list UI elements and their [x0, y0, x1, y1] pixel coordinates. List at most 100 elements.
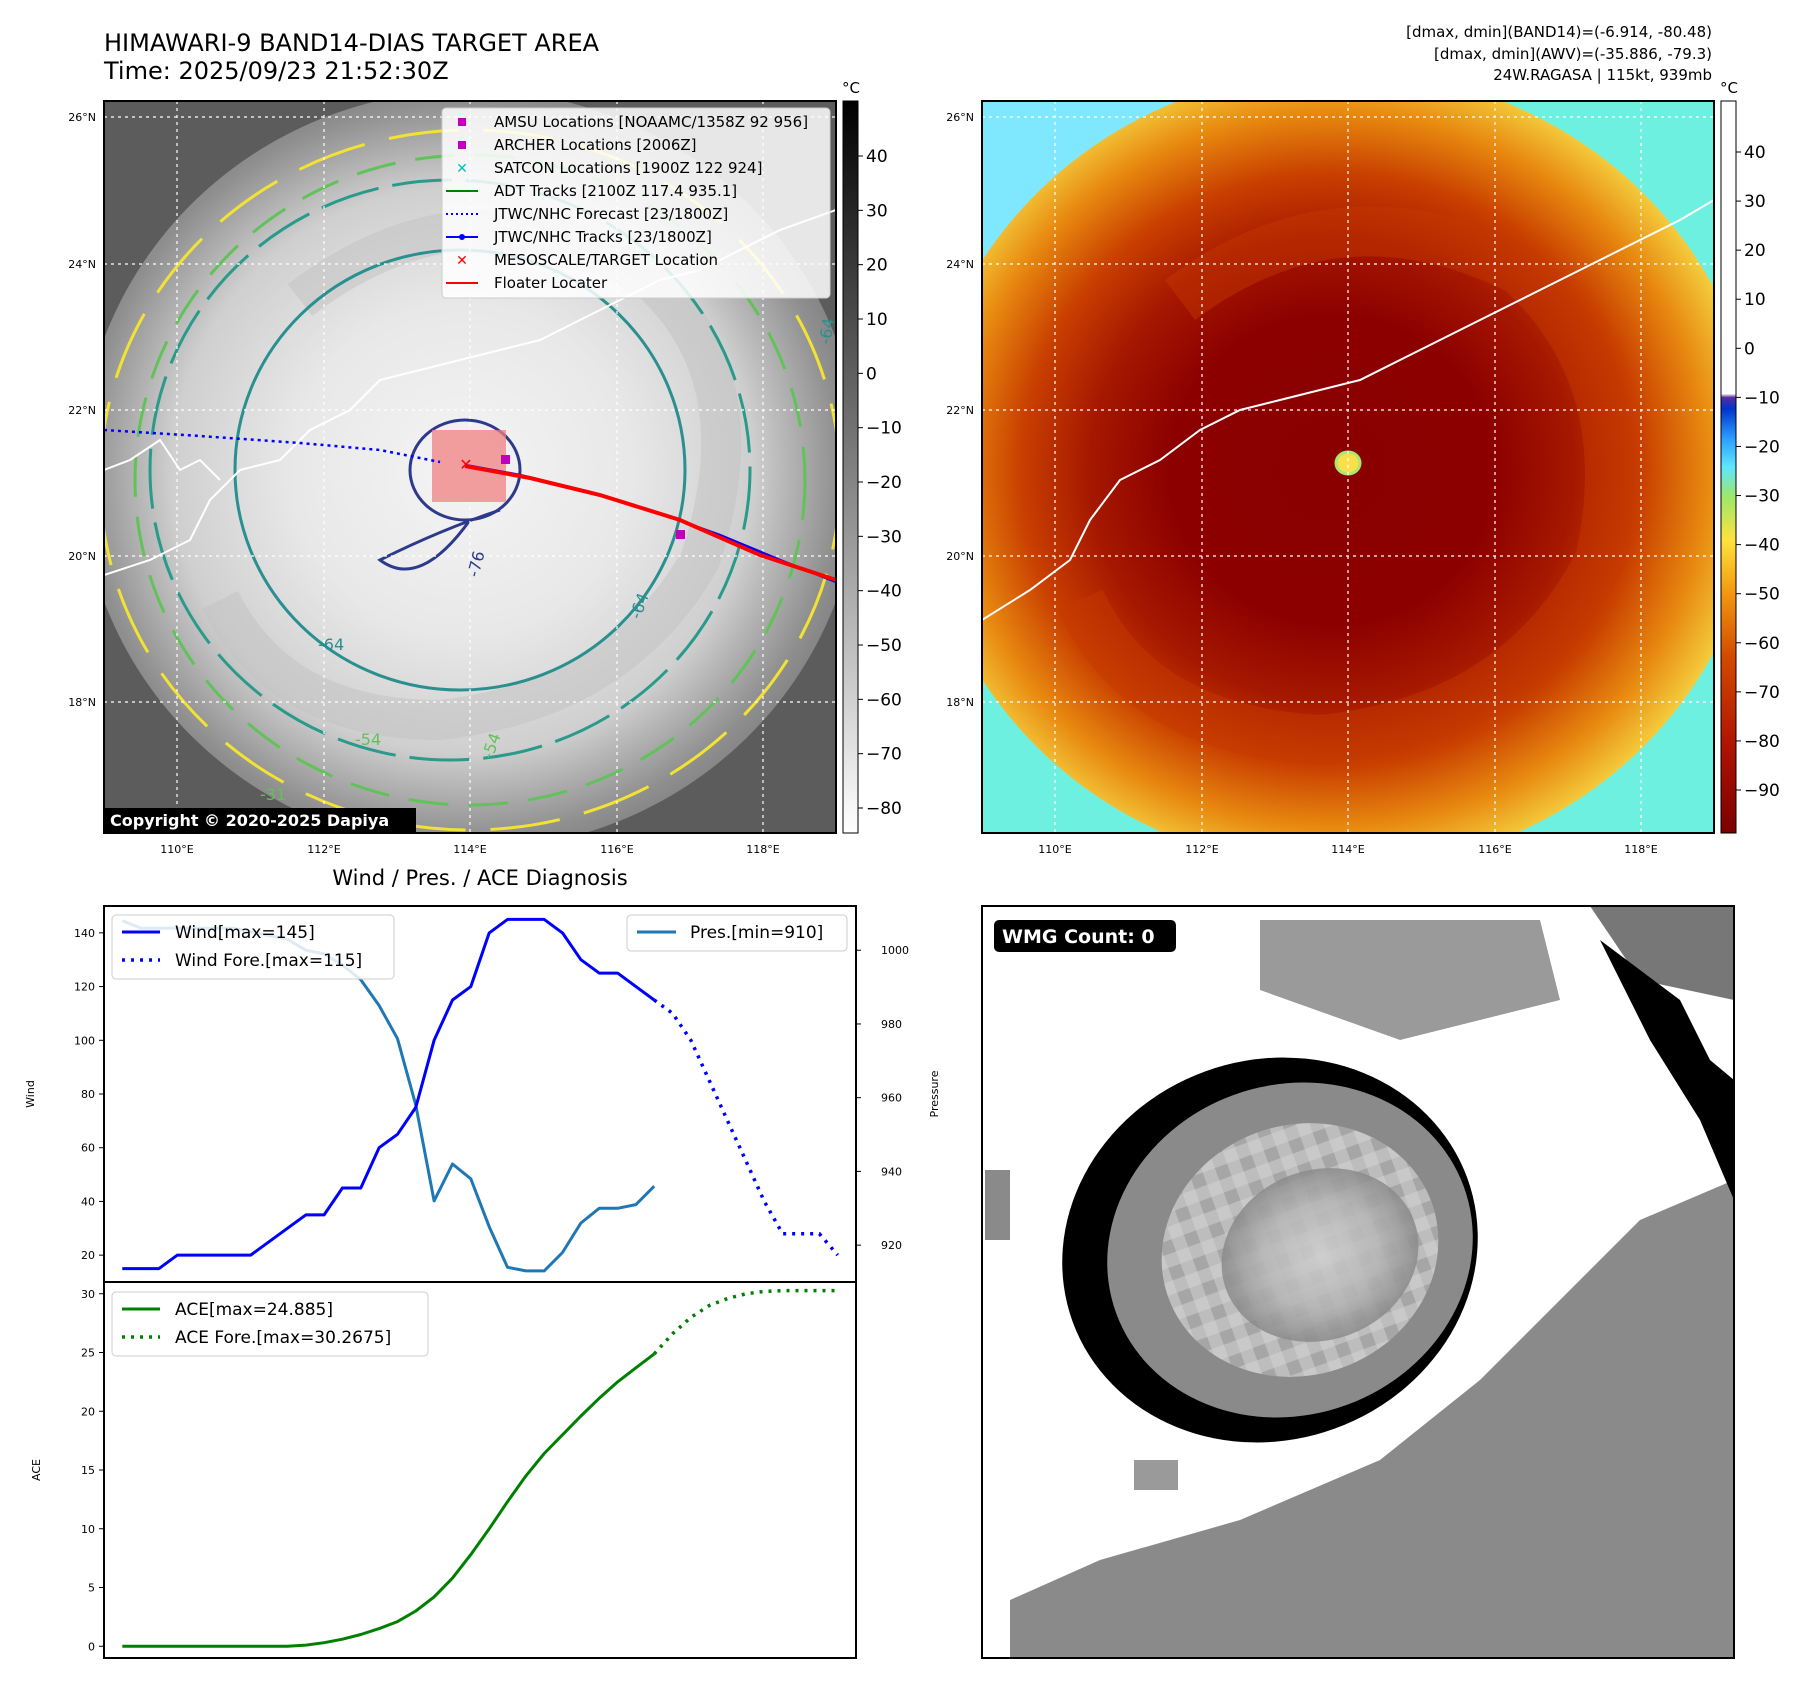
ace-axis-label: ACE	[30, 1459, 43, 1481]
ir-colorbar-tick-label: 0	[866, 364, 877, 384]
legend-label: JTWC/NHC Tracks [23/1800Z]	[493, 228, 712, 246]
pressure-ytick-label: 980	[881, 1018, 902, 1031]
pressure-legend-label: Pres.[min=910]	[690, 923, 823, 943]
lon-label: 112°E	[307, 843, 340, 856]
ace-ytick-label: 5	[88, 1582, 95, 1595]
contour-label: -54	[355, 730, 381, 749]
figure-title-line2: Time: 2025/09/23 21:52:30Z	[103, 57, 449, 85]
legend-label: MESOSCALE/TARGET Location	[494, 251, 718, 269]
ir-colorbar-tick-label: −60	[866, 690, 902, 710]
contour-label: -64	[815, 317, 838, 346]
awv-colorbar-tick-label: −20	[1744, 437, 1780, 457]
ir-colorbar-unit: °C	[842, 79, 860, 97]
legend-label: AMSU Locations [NOAAMC/1358Z 92 956]	[494, 113, 808, 131]
awv-colorbar-tick-label: −70	[1744, 683, 1780, 703]
lon-label: 118°E	[1624, 843, 1657, 856]
info-line1: [dmax, dmin](BAND14)=(-6.914, -80.48)	[1406, 23, 1712, 41]
contour-label: -64	[318, 635, 344, 654]
legend-label: ADT Tracks [2100Z 117.4 935.1]	[494, 182, 737, 200]
ir-colorbar-tick-label: −30	[866, 527, 902, 547]
lat-label: 18°N	[68, 696, 96, 709]
legend-label: JTWC/NHC Forecast [23/1800Z]	[493, 205, 728, 223]
ace-series-line	[122, 1352, 656, 1648]
ir-colorbar-tick-label: −10	[866, 419, 902, 439]
awv-colorbar-tick-label: 0	[1744, 339, 1755, 359]
legend-label: SATCON Locations [1900Z 122 924]	[494, 159, 762, 177]
ir-colorbar-tick-label: −70	[866, 745, 902, 765]
ir-colorbar-tick-label: 10	[866, 310, 888, 330]
awv-colorbar-tick-label: 40	[1744, 143, 1766, 163]
awv-colorbar-tick-label: 30	[1744, 192, 1766, 212]
wind-ytick-label: 40	[81, 1195, 95, 1208]
legend-entry: JTWC/NHC Forecast [23/1800Z]	[446, 205, 728, 223]
lat-label: 24°N	[946, 258, 974, 271]
lat-label: 20°N	[68, 550, 96, 563]
wind-ytick-label: 120	[74, 981, 95, 994]
pressure-ytick-label: 960	[881, 1092, 902, 1105]
pressure-legend: Pres.[min=910]	[626, 914, 848, 952]
awv-colorbar-tick-label: −40	[1744, 536, 1780, 556]
legend-entry: ADT Tracks [2100Z 117.4 935.1]	[446, 182, 737, 200]
awv-colorbar-tick-label: −10	[1744, 388, 1780, 408]
lat-label: 18°N	[946, 696, 974, 709]
legend-marker: ✕	[456, 253, 468, 269]
contour-label: -31	[260, 785, 286, 804]
awv-map-frame	[981, 100, 1715, 834]
lat-label: 20°N	[946, 550, 974, 563]
awv-colorbar-tick-label: −90	[1744, 781, 1780, 801]
wind-axis-label: Wind	[24, 1080, 37, 1108]
lat-label: 22°N	[946, 404, 974, 417]
ace-ytick-label: 15	[81, 1464, 95, 1477]
awv-eye	[1334, 450, 1362, 476]
ir-colorbar: °C 40 30 20 10 0 −10 −20 −30 −40 −50 −60 −70 −80	[842, 79, 902, 834]
copyright-badge	[104, 808, 416, 833]
awv-colorbar-unit: °C	[1720, 79, 1738, 97]
awv-colorbar: °C 40 30 20 10 0 −10 −20 −30 −40 −50 −60 −70 −80 −90	[1720, 79, 1780, 834]
lon-label: 114°E	[1331, 843, 1364, 856]
awv-colorbar-tick-label: −30	[1744, 487, 1780, 507]
legend-marker-dot	[459, 234, 465, 240]
lat-label: 26°N	[68, 111, 96, 124]
pressure-ytick-label: 1000	[881, 944, 909, 957]
pressure-ytick-label: 940	[881, 1165, 902, 1178]
wind-pressure-chart: Wind Pressure 20 40 60 80 100 120 140 920 940 96…	[24, 905, 941, 1283]
ace-legend-label: ACE[max=24.885]	[175, 1300, 333, 1320]
awv-imagery	[982, 101, 1714, 833]
ace-forecast-legend-label: ACE Fore.[max=30.2675]	[175, 1328, 391, 1348]
ace-chart: ACE 0 5 10 15 20 25 30 ACE[max=24.885] ACE For…	[30, 1281, 857, 1659]
legend-entry: JTWC/NHC Tracks [23/1800Z]	[446, 228, 712, 246]
wmg-imagery	[982, 906, 1734, 1658]
wmg-badge	[994, 920, 1176, 952]
awv-colorbar-tick-label: −60	[1744, 634, 1780, 654]
lat-label: 26°N	[946, 111, 974, 124]
wmg-panel: WMG Count: 0	[981, 905, 1735, 1659]
wind-legend: Wind[max=145] Wind Fore.[max=115]	[111, 914, 395, 980]
legend-entry: Floater Locater	[446, 274, 608, 292]
ir-colorbar-tick-label: −80	[866, 799, 902, 819]
floater-track	[464, 464, 836, 582]
legend-entry: ✕ SATCON Locations [1900Z 122 924]	[456, 159, 762, 177]
ir-map-panel: ✕ -64 -64 -54 -54 -76 -31 -64 AMSU Locat…	[68, 100, 838, 856]
ace-ytick-label: 30	[81, 1288, 95, 1301]
archer-marker	[676, 530, 685, 539]
figure-title-line1: HIMAWARI-9 BAND14-DIAS TARGET AREA	[104, 29, 600, 57]
ir-colorbar-tick-label: 20	[866, 256, 888, 276]
lon-label: 118°E	[746, 843, 779, 856]
ir-colorbar-tick-label: −50	[866, 636, 902, 656]
ir-colorbar-tick-label: −40	[866, 582, 902, 602]
awv-colorbar-tick-label: −50	[1744, 585, 1780, 605]
lon-label: 110°E	[160, 843, 193, 856]
target-marker: ✕	[459, 455, 472, 474]
lat-label: 24°N	[68, 258, 96, 271]
pressure-axis-label: Pressure	[928, 1070, 941, 1117]
wmg-count: WMG Count: 0	[1002, 926, 1155, 948]
ace-legend: ACE[max=24.885] ACE Fore.[max=30.2675]	[111, 1291, 429, 1357]
wind-legend-label: Wind[max=145]	[175, 923, 315, 943]
legend-entry: ✕ MESOSCALE/TARGET Location	[456, 251, 718, 269]
legend-entry: AMSU Locations [NOAAMC/1358Z 92 956]	[458, 113, 808, 131]
ace-ytick-label: 10	[81, 1523, 95, 1536]
info-line2: [dmax, dmin](AWV)=(-35.886, -79.3)	[1434, 45, 1712, 63]
lon-label: 114°E	[453, 843, 486, 856]
legend-marker	[458, 118, 466, 126]
